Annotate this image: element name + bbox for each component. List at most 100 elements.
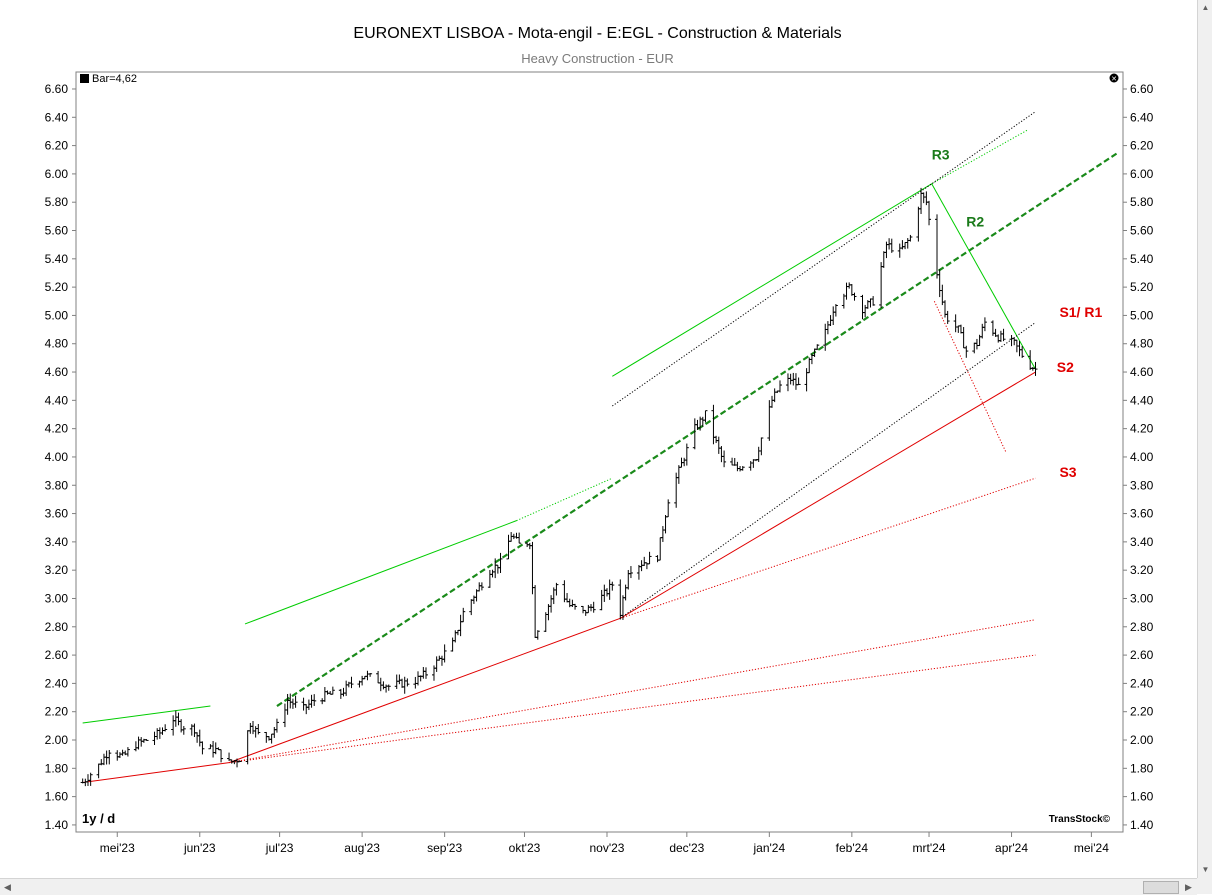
- y-tick-label: 5.00: [45, 308, 69, 322]
- level-labels: R3 R2 S1/ R1 S2 S3: [932, 147, 1103, 480]
- x-tick-label: mei'23: [100, 841, 135, 855]
- plot-frame: [75, 71, 1124, 833]
- y-tick-label: 3.80: [45, 478, 69, 492]
- y-tick-label: 5.20: [1130, 280, 1154, 294]
- level-label: R3: [932, 147, 950, 163]
- x-tick-label: dec'23: [669, 841, 704, 855]
- y-tick-label: 5.60: [1130, 224, 1154, 238]
- y-tick-label: 4.40: [45, 393, 69, 407]
- vertical-scrollbar[interactable]: ▲ ▼: [1197, 0, 1212, 878]
- y-axis-right: 6.60 6.40 6.20 6.00 5.80 5.60 5.40 5.20 5.00 4.80…: [1123, 82, 1154, 832]
- y-tick-label: 3.20: [45, 563, 69, 577]
- y-tick-label: 1.40: [1130, 818, 1154, 832]
- x-tick-label: nov'23: [589, 841, 624, 855]
- y-axis-left: 6.60 6.40 6.20 6.00 5.80 5.60 5.40 5.20 5.00 4.80…: [45, 82, 76, 832]
- y-tick-label: 3.40: [45, 535, 69, 549]
- scroll-left-icon[interactable]: ◀: [4, 882, 11, 892]
- level-label: S2: [1057, 359, 1074, 375]
- horizontal-scrollbar[interactable]: ◀ ▶: [0, 878, 1197, 895]
- scroll-down-icon[interactable]: ▼: [1201, 865, 1210, 874]
- scrollbar-corner: [1197, 878, 1212, 894]
- y-tick-label: 6.00: [45, 167, 69, 181]
- y-tick-label: 5.80: [45, 195, 69, 209]
- y-tick-label: 1.60: [1130, 790, 1154, 804]
- y-tick-label: 2.00: [45, 733, 69, 747]
- x-tick-label: feb'24: [836, 841, 869, 855]
- scroll-thumb[interactable]: [1143, 881, 1179, 894]
- y-tick-label: 2.80: [45, 620, 69, 634]
- chart-subtitle: Heavy Construction - EUR: [521, 51, 674, 66]
- close-panel-button[interactable]: ✕: [1109, 73, 1119, 84]
- y-tick-label: 6.40: [1130, 110, 1154, 124]
- trendline: [612, 111, 1036, 407]
- y-tick-label: 4.40: [1130, 393, 1154, 407]
- x-axis: mei'23 jun'23 jul'23 aug'23 sep'23 okt'23 nov'…: [100, 832, 1109, 855]
- x-tick-label: okt'23: [509, 841, 541, 855]
- y-tick-label: 5.20: [45, 280, 69, 294]
- y-tick-label: 5.60: [45, 224, 69, 238]
- y-tick-label: 2.40: [1130, 676, 1154, 690]
- y-tick-label: 4.80: [45, 337, 69, 351]
- y-tick-label: 6.00: [1130, 167, 1154, 181]
- y-tick-label: 3.60: [45, 507, 69, 521]
- y-tick-label: 1.80: [1130, 761, 1154, 775]
- x-tick-label: mrt'24: [913, 841, 946, 855]
- y-tick-label: 2.60: [1130, 648, 1154, 662]
- trendline: [228, 654, 1036, 764]
- trendline: [931, 129, 1028, 185]
- trendline: [931, 183, 1036, 370]
- trendline: [612, 183, 932, 377]
- trendline: [620, 322, 1036, 619]
- level-label: S3: [1059, 464, 1076, 480]
- y-tick-label: 3.00: [45, 591, 69, 605]
- trendline: [244, 520, 517, 625]
- close-icon: ✕: [1111, 75, 1117, 83]
- price-chart[interactable]: 6.60 6.40 6.20 6.00 5.80 5.60 5.40 5.20 5.00 4.80…: [0, 0, 1197, 878]
- y-tick-label: 3.20: [1130, 563, 1154, 577]
- y-tick-label: 6.60: [45, 82, 69, 96]
- y-tick-label: 5.80: [1130, 195, 1154, 209]
- y-tick-label: 6.60: [1130, 82, 1154, 96]
- y-tick-label: 4.80: [1130, 337, 1154, 351]
- ohlc-bars: [80, 187, 1038, 787]
- scroll-up-icon[interactable]: ▲: [1201, 3, 1210, 12]
- bar-swatch-icon: [80, 74, 89, 83]
- y-tick-label: 2.00: [1130, 733, 1154, 747]
- y-tick-label: 6.20: [1130, 139, 1154, 153]
- y-tick-label: 1.60: [45, 790, 69, 804]
- y-tick-label: 5.40: [1130, 252, 1154, 266]
- y-tick-label: 2.40: [45, 676, 69, 690]
- y-tick-label: 4.60: [1130, 365, 1154, 379]
- period-label[interactable]: 1y / d: [82, 811, 115, 826]
- y-tick-label: 4.60: [45, 365, 69, 379]
- x-tick-label: mei'24: [1074, 841, 1109, 855]
- y-tick-label: 2.60: [45, 648, 69, 662]
- x-tick-label: aug'23: [344, 841, 380, 855]
- y-tick-label: 1.40: [45, 818, 69, 832]
- y-tick-label: 6.20: [45, 139, 69, 153]
- y-tick-label: 3.40: [1130, 535, 1154, 549]
- y-tick-label: 2.20: [1130, 705, 1154, 719]
- trendline: [228, 619, 1036, 764]
- y-tick-label: 3.60: [1130, 507, 1154, 521]
- y-tick-label: 5.40: [45, 252, 69, 266]
- y-tick-label: 4.00: [45, 450, 69, 464]
- chart-title: EURONEXT LISBOA - Mota-engil - E:EGL - C…: [353, 25, 842, 42]
- y-tick-label: 4.20: [45, 422, 69, 436]
- y-tick-label: 6.40: [45, 110, 69, 124]
- y-tick-label: 3.80: [1130, 478, 1154, 492]
- y-tick-label: 1.80: [45, 761, 69, 775]
- level-label: R2: [966, 213, 984, 229]
- x-tick-label: sep'23: [427, 841, 462, 855]
- x-tick-label: jul'23: [265, 841, 294, 855]
- trendline: [82, 705, 211, 724]
- y-tick-label: 3.00: [1130, 591, 1154, 605]
- trendline: [516, 477, 613, 522]
- level-label: S1/ R1: [1059, 304, 1102, 320]
- y-tick-label: 2.20: [45, 705, 69, 719]
- x-tick-label: apr'24: [995, 841, 1028, 855]
- y-tick-label: 4.00: [1130, 450, 1154, 464]
- y-tick-label: 4.20: [1130, 422, 1154, 436]
- scroll-right-icon[interactable]: ▶: [1185, 882, 1192, 892]
- y-tick-label: 5.00: [1130, 308, 1154, 322]
